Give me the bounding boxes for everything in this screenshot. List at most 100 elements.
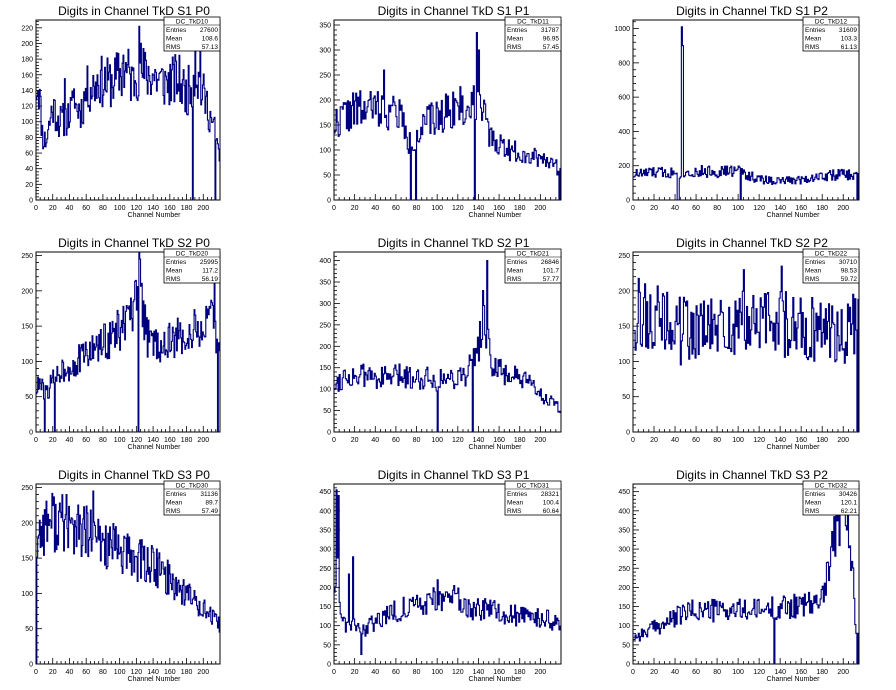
x-tick-label: 100 xyxy=(114,437,126,444)
x-tick-label: 0 xyxy=(631,437,635,444)
x-tick-label: 80 xyxy=(99,437,107,444)
x-tick-label: 140 xyxy=(774,437,786,444)
histogram-line xyxy=(36,490,220,665)
y-tick-label: 300 xyxy=(319,48,331,55)
x-axis: 0 20 40 60 80 100 120 140 160 180 200 xyxy=(34,194,221,212)
stats-key: Entries xyxy=(507,491,528,498)
x-tick-label: 80 xyxy=(99,669,107,676)
x-tick-label: 0 xyxy=(34,205,38,212)
chart-title: Digits in Channel TkD S1 P2 xyxy=(676,4,828,18)
stats-key: RMS xyxy=(805,44,820,51)
x-axis-label: Channel Number xyxy=(767,444,821,451)
x-tick-label: 80 xyxy=(413,437,421,444)
y-tick-label: 350 xyxy=(618,527,630,534)
stats-key: RMS xyxy=(507,276,522,283)
y-tick-label: 200 xyxy=(618,163,630,170)
y-tick-label: 200 xyxy=(21,41,33,48)
stats-key: Entries xyxy=(805,259,826,266)
x-tick-label: 140 xyxy=(147,437,159,444)
stats-key: Mean xyxy=(507,500,524,507)
y-tick-label: 0 xyxy=(29,430,33,437)
y-tick-label: 350 xyxy=(319,23,331,30)
y-tick-label: 300 xyxy=(618,547,630,554)
x-tick-label: 60 xyxy=(82,437,90,444)
histogram-line xyxy=(334,489,561,655)
stats-key: RMS xyxy=(166,276,181,283)
stats-name: DC_TkD31 xyxy=(517,483,550,490)
stats-key: RMS xyxy=(166,508,181,515)
x-axis: 0 20 40 60 80 100 120 140 160 180 200 xyxy=(332,194,562,212)
y-tick-label: 50 xyxy=(622,394,630,401)
stats-value: 30710 xyxy=(839,259,857,266)
y-tick-label: 100 xyxy=(21,359,33,366)
x-tick-label: 40 xyxy=(371,669,379,676)
stats-value: 96.95 xyxy=(543,36,560,43)
y-tick-label: 450 xyxy=(618,489,630,496)
y-tick-label: 400 xyxy=(319,508,331,515)
y-tick-label: 150 xyxy=(618,604,630,611)
x-tick-label: 20 xyxy=(650,205,658,212)
x-tick-label: 40 xyxy=(371,205,379,212)
x-tick-label: 140 xyxy=(473,437,485,444)
y-tick-label: 0 xyxy=(626,662,630,669)
x-tick-label: 0 xyxy=(631,669,635,676)
stats-name: DC_TkD20 xyxy=(176,251,209,258)
chart-title: Digits in Channel TkD S2 P1 xyxy=(378,236,530,250)
histogram-panel-TkD31: Digits in Channel TkD S3 P10501001502002… xyxy=(319,468,562,683)
chart-title: Digits in Channel TkD S3 P0 xyxy=(58,468,210,482)
y-tick-label: 350 xyxy=(319,280,331,287)
x-axis-label: Channel Number xyxy=(128,676,182,683)
x-tick-label: 60 xyxy=(392,437,400,444)
stats-value: 108.6 xyxy=(202,36,219,43)
x-tick-label: 0 xyxy=(332,205,336,212)
x-axis-label: Channel Number xyxy=(469,212,523,219)
histogram-line xyxy=(334,31,561,201)
y-tick-label: 200 xyxy=(319,585,331,592)
stats-key: Entries xyxy=(166,491,187,498)
x-axis-label: Channel Number xyxy=(767,676,821,683)
x-tick-label: 180 xyxy=(181,437,193,444)
x-tick-label: 140 xyxy=(774,669,786,676)
y-tick-label: 0 xyxy=(327,662,331,669)
histogram-line xyxy=(633,483,859,665)
y-tick-label: 150 xyxy=(21,324,33,331)
y-tick-label: 100 xyxy=(21,119,33,126)
stats-value: 57.45 xyxy=(543,44,560,51)
stats-value: 101.7 xyxy=(543,268,560,275)
x-tick-label: 200 xyxy=(197,437,209,444)
x-tick-label: 180 xyxy=(514,205,526,212)
x-tick-label: 20 xyxy=(351,437,359,444)
x-tick-label: 160 xyxy=(795,437,807,444)
x-tick-label: 40 xyxy=(371,437,379,444)
y-tick-label: 220 xyxy=(21,25,33,32)
stats-value: 59.72 xyxy=(841,276,858,283)
x-tick-label: 200 xyxy=(837,437,849,444)
x-axis-label: Channel Number xyxy=(128,444,182,451)
histogram-panel-TkD11: Digits in Channel TkD S1 P10501001502002… xyxy=(319,4,562,219)
stats-value: 120.1 xyxy=(841,500,858,507)
stats-value: 27600 xyxy=(200,27,218,34)
y-tick-label: 150 xyxy=(319,604,331,611)
y-tick-label: 50 xyxy=(25,626,33,633)
stats-value: 89.7 xyxy=(205,500,218,507)
x-tick-label: 120 xyxy=(131,669,143,676)
y-axis: 0 50 100 150 200 250 300 350 400 450 xyxy=(319,483,340,669)
stats-key: Mean xyxy=(507,36,524,43)
stats-value: 117.2 xyxy=(202,268,218,275)
y-tick-label: 100 xyxy=(618,359,630,366)
x-tick-label: 180 xyxy=(816,437,828,444)
y-tick-label: 150 xyxy=(21,556,33,563)
chart-title: Digits in Channel TkD S3 P1 xyxy=(378,468,530,482)
x-tick-label: 160 xyxy=(493,205,505,212)
histogram-panel-TkD30: Digits in Channel TkD S3 P00501001502002… xyxy=(21,468,221,683)
y-tick-label: 200 xyxy=(618,585,630,592)
y-tick-label: 250 xyxy=(319,322,331,329)
y-tick-label: 60 xyxy=(25,151,33,158)
x-tick-label: 60 xyxy=(692,669,700,676)
y-tick-label: 40 xyxy=(25,166,33,173)
y-axis: 0 50 100 150 200 250 300 350 xyxy=(319,19,340,205)
x-tick-label: 80 xyxy=(713,437,721,444)
